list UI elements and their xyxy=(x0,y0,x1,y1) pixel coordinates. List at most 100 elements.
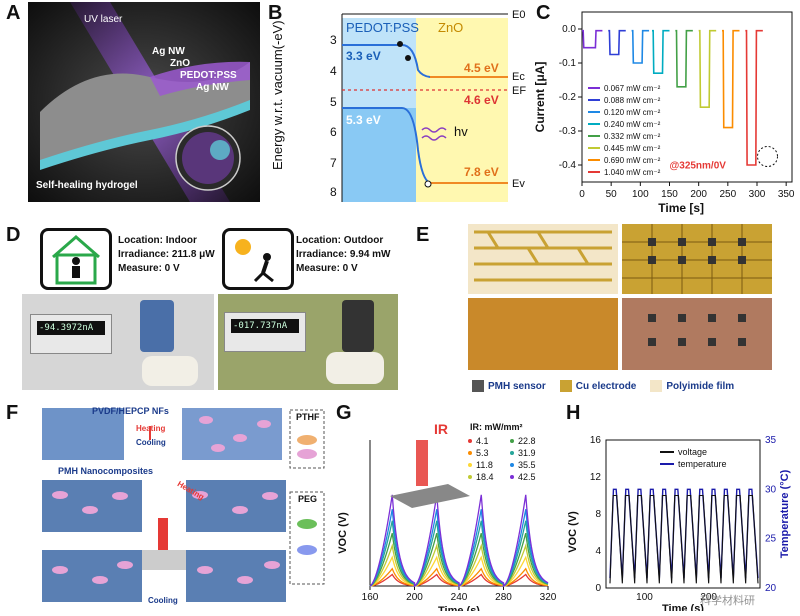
photon-wave-icon xyxy=(421,127,447,133)
panel-f: F PVDF/HEPCP NFs Heating Cooling PTHF PE… xyxy=(0,400,330,611)
ec-label: Ec xyxy=(512,71,525,83)
legend-swatch-cu xyxy=(559,380,572,392)
svg-text:3: 3 xyxy=(330,33,337,47)
panel-e: E PMH sensor Cu electrode Polyimide fil xyxy=(410,222,800,400)
series-line xyxy=(652,29,670,74)
x-tick-label: 0 xyxy=(579,189,585,200)
pedot-label: PEDOT:PSS xyxy=(180,70,237,81)
peg-label: PEG xyxy=(298,494,318,504)
outdoor-info: Location: Outdoor Irradiance: 9.94 mW Me… xyxy=(296,234,390,276)
legend-pi: Polyimide film xyxy=(666,380,735,392)
y-tick-label: -0.1 xyxy=(559,58,577,69)
g-ylabel: VOC (V) xyxy=(337,512,349,554)
c-annotation: @325nm/0V xyxy=(670,160,727,171)
legend-temperature: temperature xyxy=(678,459,727,469)
voc-ir-chart: 160 200 240 280 320 Time (s) VOC (V) IR IR: mW/m… xyxy=(337,421,557,616)
cooling-label: Cooling xyxy=(136,438,166,447)
handheld-meter-1 xyxy=(140,300,174,352)
sensor-array-top xyxy=(622,224,772,294)
pthf-label: PTHF xyxy=(296,412,320,422)
x-tick-label: 100 xyxy=(636,592,653,603)
outdoor-measure: Measure: 0 V xyxy=(296,263,358,274)
g-legend-entry: 18.4 xyxy=(476,472,494,482)
house-person-icon xyxy=(52,235,100,285)
device-photo-left xyxy=(468,298,618,370)
heating-label: Heating xyxy=(136,424,166,433)
g-legend-entry: 35.5 xyxy=(518,460,536,470)
conduction-band xyxy=(342,44,508,78)
x-tick-label: 50 xyxy=(606,189,618,200)
voltage-series xyxy=(609,494,759,584)
legend-marker xyxy=(468,451,472,455)
plot-frame xyxy=(605,439,761,589)
legend-entry: 0.067 mW cm⁻² xyxy=(604,84,661,93)
annotation-circle xyxy=(757,146,778,167)
legend-swatch-pi xyxy=(650,380,663,392)
x-tick-label: 200 xyxy=(700,592,717,603)
y-right-tick-label: 35 xyxy=(765,435,777,446)
svg-text:7: 7 xyxy=(330,156,337,170)
g-legend-entry: 22.8 xyxy=(518,436,536,446)
legend-entry: 0.332 mW cm⁻² xyxy=(604,132,661,141)
y-left-tick-label: 8 xyxy=(595,509,601,520)
x-tick-label: 250 xyxy=(719,189,736,200)
g-legend-entry: 31.9 xyxy=(518,448,536,458)
legend-marker xyxy=(510,463,514,467)
multimeter-1: -94.3972nA xyxy=(30,314,112,354)
hydrogel-label: Self-healing hydrogel xyxy=(36,180,138,191)
legend-marker xyxy=(468,439,472,443)
y-right-tick-label: 20 xyxy=(765,583,777,594)
legend-entry: 0.445 mW cm⁻² xyxy=(604,144,661,153)
panel-d: D Location: Indoor Irradiance: 211.8 μW … xyxy=(0,222,400,390)
ev-label: Ev xyxy=(512,178,525,190)
gloved-hand-2 xyxy=(326,352,384,384)
series-line xyxy=(698,29,717,108)
y-left-tick-label: 16 xyxy=(590,435,602,446)
indoor-info: Location: Indoor Irradiance: 211.8 μW Me… xyxy=(118,234,215,276)
mechanism-schematic xyxy=(42,408,325,602)
agnw-bottom-label: Ag NW xyxy=(196,82,229,93)
zno-header: ZnO xyxy=(438,20,463,35)
y-left-tick-label: 4 xyxy=(595,546,601,557)
h-ylabel-left: VOC (V) xyxy=(567,511,579,553)
panel-label-d: D xyxy=(6,224,21,246)
indoor-measure: Measure: 0 V xyxy=(118,263,180,274)
x-tick-label: 200 xyxy=(406,592,423,603)
composites-label: PMH Nanocomposites xyxy=(58,466,154,476)
panel-a: A UV laser Ag NW ZnO PEDOT:PSS Ag NW Sel… xyxy=(0,0,262,205)
x-tick-label: 240 xyxy=(451,592,468,603)
label-46ev: 4.6 eV xyxy=(464,93,499,107)
c-xlabel: Time [s] xyxy=(658,201,704,215)
label-53ev: 5.3 eV xyxy=(346,113,381,127)
cooling2-label: Cooling xyxy=(148,596,178,605)
g-legend-entry: 11.8 xyxy=(476,460,493,470)
legend-marker xyxy=(468,475,472,479)
x-tick-label: 150 xyxy=(661,189,678,200)
h-ylabel-right: Temperature (°C) xyxy=(779,469,791,558)
legend-voltage: voltage xyxy=(678,447,707,457)
panel-c: C 0 50 100 150 200 250 300 350 0.0 -0.1 -0.2 -0.3 -0… xyxy=(530,0,800,220)
panel-label-b: B xyxy=(268,2,283,24)
g-legend-title: IR: mW/mm² xyxy=(470,422,523,432)
y-right-tick-label: 30 xyxy=(765,484,777,495)
outdoor-irradiance: Irradiance: 9.94 mW xyxy=(296,249,391,260)
y-right-tick-label: 25 xyxy=(765,534,777,545)
panel-label-f: F xyxy=(6,402,19,424)
outdoor-photo: -017.737nA xyxy=(218,294,398,390)
multimeter-2: -017.737nA xyxy=(224,312,306,352)
voc-series xyxy=(369,555,549,587)
panel-label-c: C xyxy=(536,2,551,24)
legend-marker xyxy=(510,451,514,455)
legend-entry: 0.690 mW cm⁻² xyxy=(604,156,661,165)
zno-label: ZnO xyxy=(170,58,190,69)
legend-marker xyxy=(510,439,514,443)
legend-swatch-sensor xyxy=(472,380,484,392)
legend-marker xyxy=(468,463,472,467)
g-legend-entry: 42.5 xyxy=(518,472,536,482)
hv-label: hv xyxy=(454,124,468,139)
valence-band xyxy=(342,107,508,184)
g-legend-entry: 4.1 xyxy=(476,436,489,446)
y-left-tick-label: 0 xyxy=(595,583,601,594)
e0-label: E0 xyxy=(512,9,525,21)
series-line xyxy=(745,29,763,166)
